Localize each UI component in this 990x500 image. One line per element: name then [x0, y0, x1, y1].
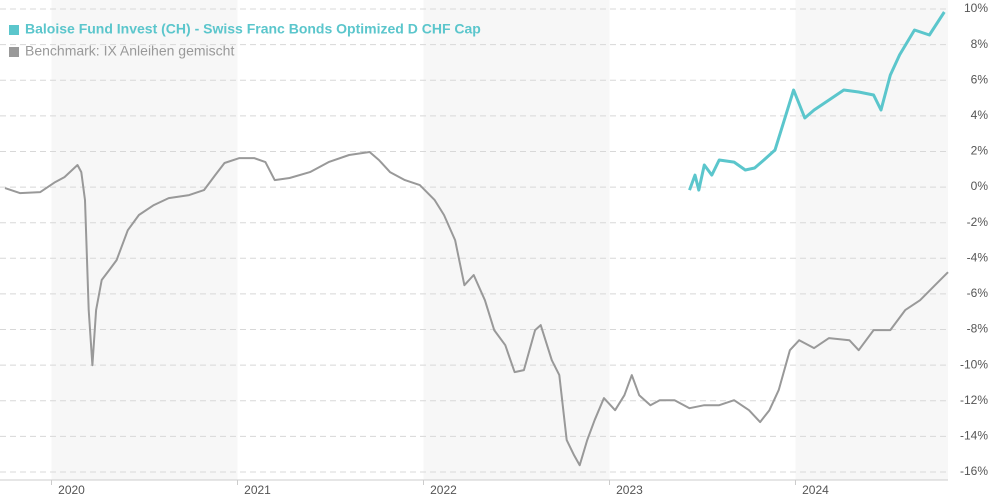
- y-tick-label: 10%: [964, 1, 988, 15]
- y-tick-label: -6%: [967, 286, 989, 300]
- lines: [4, 11, 949, 467]
- y-tick-label: -8%: [967, 322, 989, 336]
- year-bands: [51, 0, 948, 480]
- legend-swatch: [9, 47, 19, 57]
- x-tick-label: 2020: [58, 483, 85, 497]
- series-line: [688, 11, 946, 192]
- y-tick-label: 2%: [971, 144, 989, 158]
- year-band: [795, 0, 948, 480]
- y-tick-label: -2%: [967, 215, 989, 229]
- x-tick-label: 2022: [430, 483, 457, 497]
- y-tick-label: 0%: [971, 179, 989, 193]
- y-tick-label: -16%: [960, 464, 988, 478]
- x-tick-label: 2023: [616, 483, 643, 497]
- y-tick-label: 4%: [971, 108, 989, 122]
- series-line: [4, 151, 949, 467]
- x-tick-label: 2021: [244, 483, 271, 497]
- grid: [0, 8, 948, 485]
- year-band: [423, 0, 610, 480]
- y-tick-label: -12%: [960, 393, 988, 407]
- x-tick-label: 2024: [802, 483, 829, 497]
- year-band: [51, 0, 238, 480]
- legend-label: Baloise Fund Invest (CH) - Swiss Franc B…: [25, 21, 481, 37]
- y-tick-label: 8%: [971, 37, 989, 51]
- labels: 10% 8% 6% 4% 2% 0% -2% -4% -6% -8% -10% -12% -14% -16…: [9, 1, 988, 497]
- y-tick-label: -14%: [960, 429, 988, 443]
- y-tick-label: 6%: [971, 72, 989, 86]
- y-tick-label: -10%: [960, 357, 988, 371]
- legend-swatch: [9, 25, 19, 35]
- legend-label: Benchmark: IX Anleihen gemischt: [25, 43, 234, 59]
- y-tick-label: -4%: [967, 250, 989, 264]
